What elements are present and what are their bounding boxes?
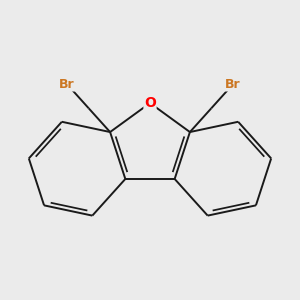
Text: Br: Br xyxy=(225,78,241,91)
Text: Br: Br xyxy=(59,78,75,91)
Text: O: O xyxy=(144,96,156,110)
